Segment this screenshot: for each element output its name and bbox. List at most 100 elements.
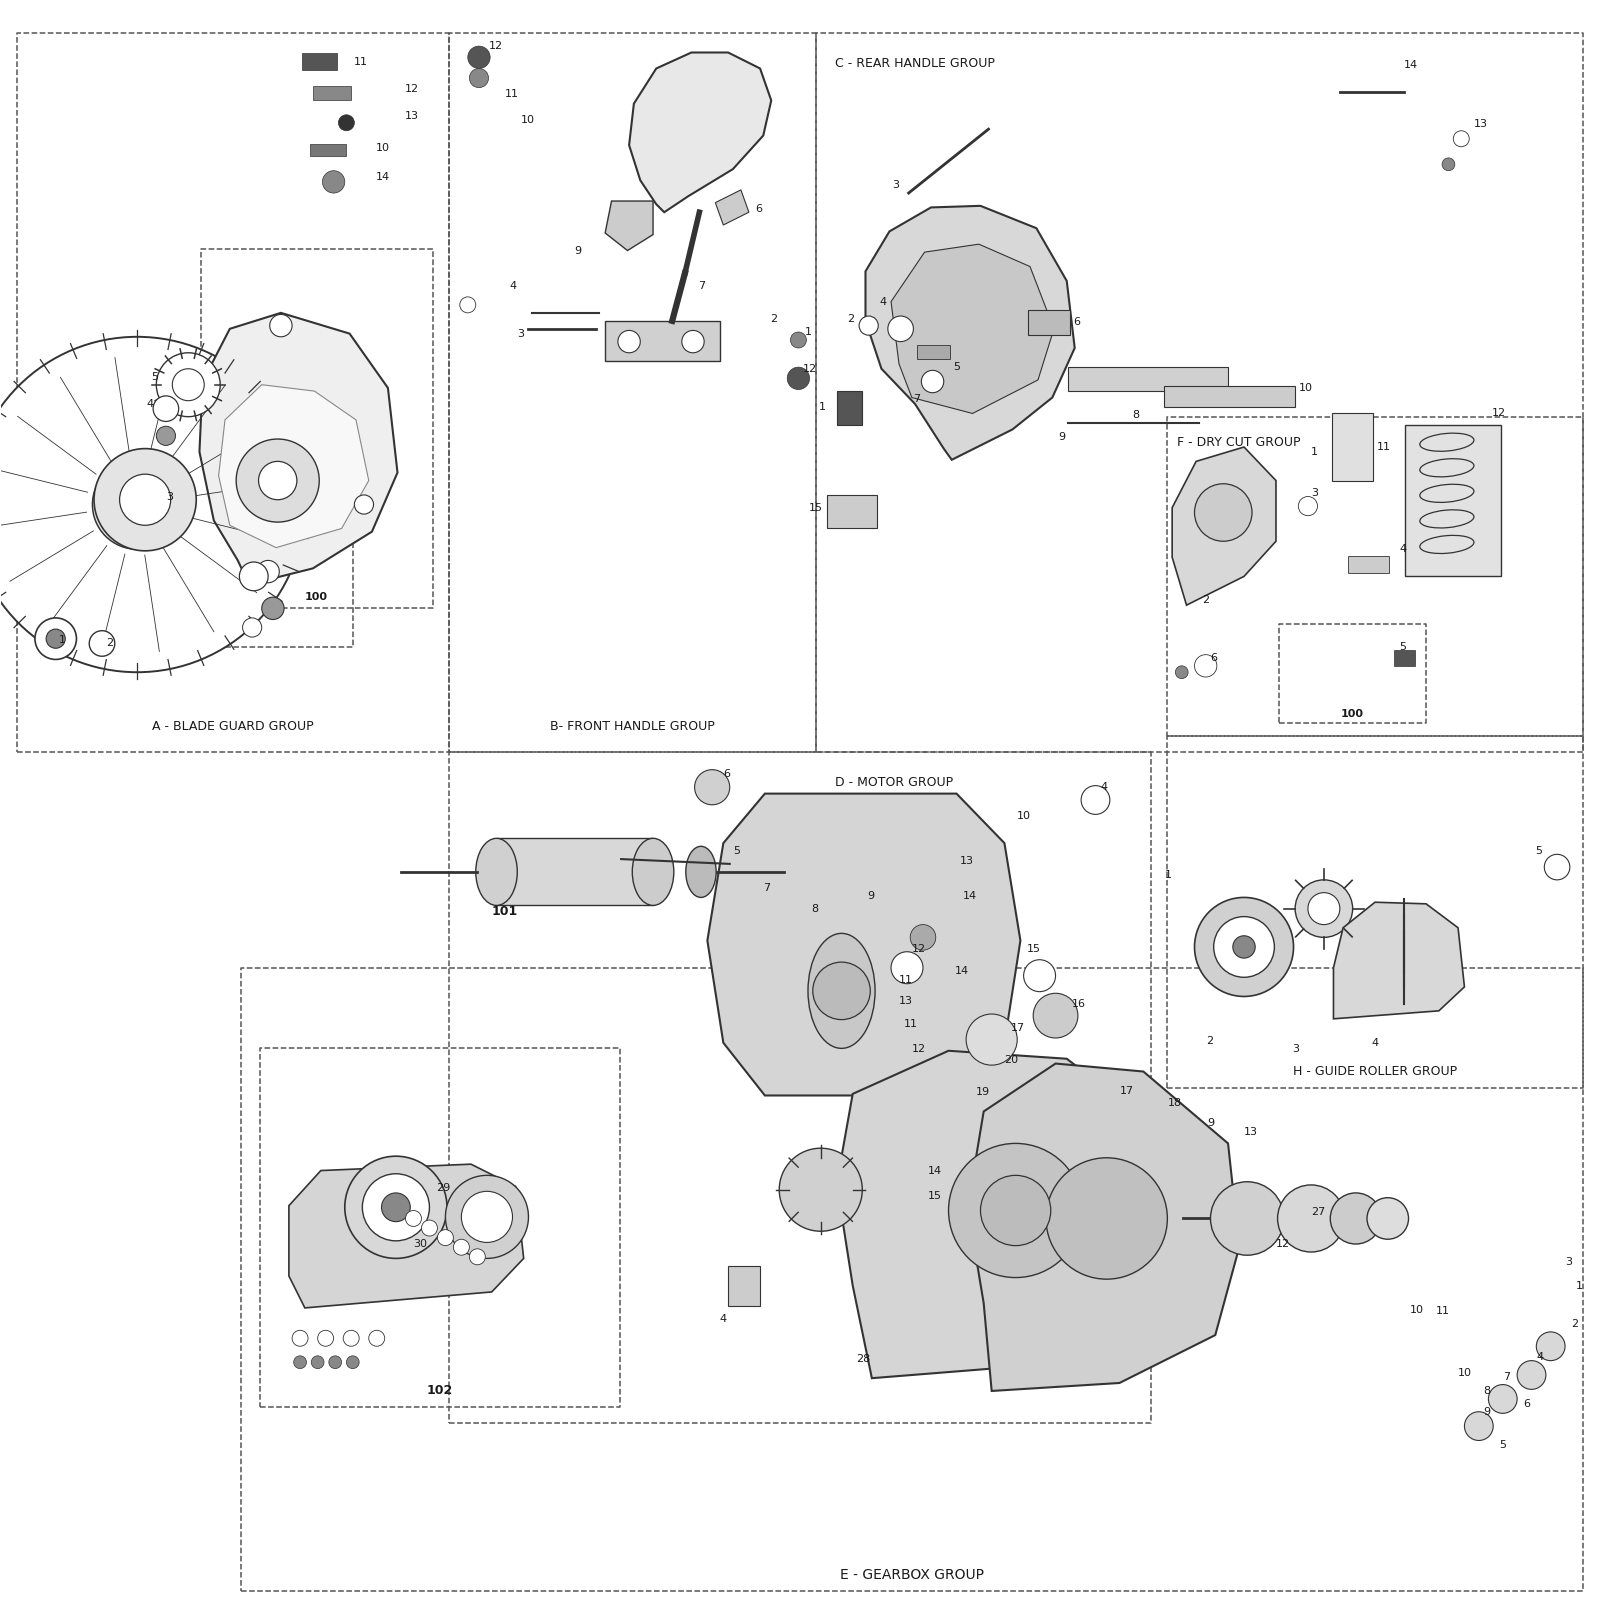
Circle shape [294,1355,307,1368]
Circle shape [122,488,154,520]
Text: 9: 9 [1208,1118,1214,1128]
Circle shape [421,1221,437,1237]
Text: 11: 11 [1376,442,1390,453]
Text: 3: 3 [1310,488,1318,498]
Circle shape [891,952,923,984]
Circle shape [1176,666,1189,678]
Circle shape [949,1144,1083,1277]
Circle shape [459,298,475,314]
Circle shape [0,338,306,672]
Text: 1: 1 [805,326,811,338]
Text: 12: 12 [912,1045,926,1054]
Circle shape [966,1014,1018,1066]
Bar [605,322,720,360]
Text: 11: 11 [354,58,368,67]
Circle shape [694,770,730,805]
Circle shape [1294,880,1352,938]
Text: 20: 20 [1005,1056,1019,1066]
Polygon shape [707,794,1021,1096]
Text: 11: 11 [904,1019,918,1029]
Text: 12: 12 [405,85,419,94]
Circle shape [318,1330,334,1346]
Text: 9: 9 [867,891,874,901]
Circle shape [437,1230,453,1246]
Circle shape [445,1176,528,1259]
Circle shape [330,1355,341,1368]
Text: 3: 3 [893,181,899,190]
Text: 2: 2 [846,314,854,325]
Text: 14: 14 [1403,61,1418,70]
Text: 100: 100 [1341,709,1365,718]
Circle shape [344,1157,446,1259]
Polygon shape [715,190,749,226]
Text: 6: 6 [1523,1398,1531,1408]
Text: 4: 4 [720,1314,726,1325]
Text: 1: 1 [59,635,66,645]
Bar [314,86,350,101]
Circle shape [1330,1194,1381,1245]
Circle shape [469,69,488,88]
Circle shape [1195,898,1293,997]
Circle shape [381,1194,410,1222]
Text: 8: 8 [1483,1386,1491,1395]
Polygon shape [1333,902,1464,1019]
Polygon shape [1173,446,1275,605]
Polygon shape [290,1165,523,1307]
Circle shape [1536,1331,1565,1360]
Circle shape [1366,1198,1408,1240]
Text: 2: 2 [1206,1037,1213,1046]
Circle shape [1211,1182,1283,1256]
Text: 16: 16 [1072,1000,1085,1010]
Circle shape [1195,654,1218,677]
Circle shape [258,560,280,582]
Text: 102: 102 [427,1384,453,1397]
Circle shape [1488,1384,1517,1413]
Circle shape [293,1330,309,1346]
Circle shape [467,46,490,69]
Circle shape [1453,131,1469,147]
Text: 6: 6 [755,205,762,214]
Text: 14: 14 [955,966,970,976]
Text: 5: 5 [1398,642,1406,651]
Circle shape [1307,893,1339,925]
Circle shape [262,597,285,619]
Text: A - BLADE GUARD GROUP: A - BLADE GUARD GROUP [152,720,314,733]
Text: 10: 10 [1458,1368,1472,1379]
Circle shape [1046,1158,1168,1278]
Circle shape [813,962,870,1019]
Circle shape [1195,483,1253,541]
Text: 4: 4 [878,296,886,307]
Text: F - DRY CUT GROUP: F - DRY CUT GROUP [1178,435,1301,450]
Circle shape [259,461,298,499]
Circle shape [1298,496,1317,515]
Circle shape [157,426,176,445]
Text: 13: 13 [1474,120,1488,130]
Polygon shape [891,245,1054,413]
Text: 3: 3 [1565,1256,1573,1267]
Circle shape [1214,917,1274,978]
Circle shape [1024,960,1056,992]
Text: 2: 2 [107,638,114,648]
Text: 2: 2 [1203,595,1210,605]
Circle shape [323,171,344,194]
Polygon shape [605,202,653,251]
Text: 13: 13 [1245,1128,1258,1138]
Text: 10: 10 [1298,382,1312,394]
Circle shape [90,630,115,656]
Text: 12: 12 [912,944,926,954]
Text: 10: 10 [1410,1304,1424,1315]
Text: 28: 28 [856,1354,870,1365]
Bar [917,344,950,358]
Ellipse shape [632,838,674,906]
Circle shape [354,494,373,514]
Circle shape [368,1330,384,1346]
Text: 7: 7 [1502,1371,1510,1381]
Polygon shape [866,206,1075,459]
Bar [728,1266,760,1306]
Circle shape [618,331,640,352]
Text: 4: 4 [1371,1038,1379,1048]
Text: 6: 6 [723,770,730,779]
Bar [1165,386,1294,406]
Text: 5: 5 [733,846,739,856]
Circle shape [405,1211,421,1227]
